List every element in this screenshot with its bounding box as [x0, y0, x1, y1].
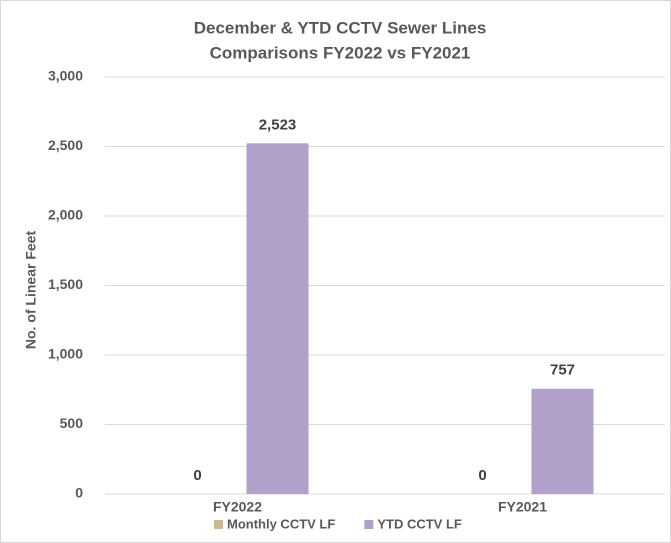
y-tick-label: 2,500 [48, 137, 83, 153]
bar [531, 388, 594, 494]
y-tick-label: 0 [75, 485, 83, 501]
x-tick-label: FY2021 [498, 499, 547, 515]
legend-swatch [214, 520, 223, 529]
data-label: 0 [478, 467, 486, 484]
y-axis-label: No. of Linear Feet [23, 231, 39, 350]
legend-swatch [364, 520, 374, 529]
bar [246, 143, 309, 495]
y-tick-label: 500 [60, 415, 84, 431]
x-tick-label: FY2022 [213, 499, 262, 515]
legend-label: YTD CCTV LF [377, 516, 462, 531]
legend-label: Monthly CCTV LF [227, 516, 335, 531]
data-label: 2,523 [259, 116, 297, 133]
y-tick-label: 2,000 [48, 207, 83, 223]
y-tick-label: 1,000 [48, 346, 83, 362]
data-label: 0 [193, 467, 201, 484]
data-label: 757 [550, 362, 575, 379]
y-tick-label: 3,000 [48, 68, 83, 84]
chart-title: Comparisons FY2022 vs FY2021 [210, 43, 471, 62]
y-tick-label: 1,500 [48, 276, 83, 292]
chart-title: December & YTD CCTV Sewer Lines [194, 18, 487, 37]
